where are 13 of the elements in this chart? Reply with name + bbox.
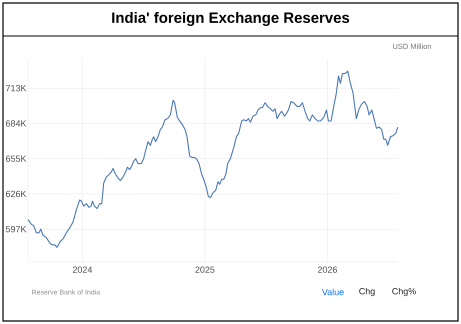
chart-title: India' foreign Exchange Reserves — [112, 12, 350, 26]
y-tick-label: 597K — [6, 226, 26, 232]
text: Chg — [359, 288, 375, 296]
text: Value — [322, 288, 344, 296]
x-tick-label: 2026 — [318, 266, 338, 273]
line-series — [27, 70, 398, 248]
y-tick-label: 655K — [6, 155, 26, 162]
y-tick-label: 626K — [6, 190, 26, 198]
y-tick-label: 713K — [6, 84, 26, 92]
x-tick-label: 2025 — [195, 266, 215, 273]
y-tick-label: 684K — [6, 120, 26, 127]
x-tick-label: 2024 — [72, 266, 92, 273]
text: Chg% — [392, 288, 416, 296]
